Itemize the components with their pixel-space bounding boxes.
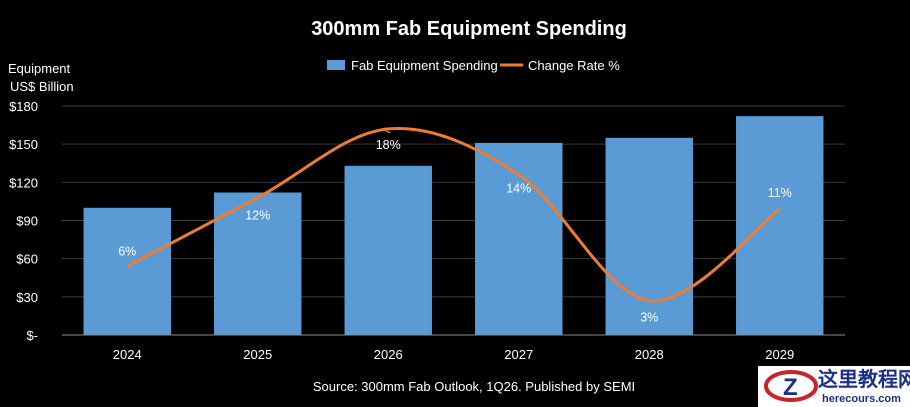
change-rate-label: 18% (376, 138, 401, 152)
data-label-leader (386, 130, 391, 134)
watermark-text-en: herecours.com (822, 393, 901, 405)
bar-2026 (344, 165, 432, 335)
watermark-logo-letter: Z (783, 374, 798, 401)
y-tick-label: $60 (16, 252, 38, 267)
change-rate-line (126, 126, 781, 303)
legend-bar-swatch (327, 60, 345, 70)
y-tick-label: $90 (16, 214, 38, 229)
watermark-text-cn: 这里教程网 (818, 367, 910, 391)
x-tick-label: 2025 (243, 347, 272, 362)
y-tick-label: $150 (9, 137, 38, 152)
x-tick-label: 2027 (504, 347, 533, 362)
legend-line-label: Change Rate % (528, 58, 620, 73)
y-tick-label: $180 (9, 99, 38, 114)
bar-2027 (475, 142, 563, 335)
change-rate-label: 12% (245, 209, 270, 223)
x-tick-label: 2026 (374, 347, 403, 362)
y-tick-label: $- (26, 328, 38, 343)
chart-title: 300mm Fab Equipment Spending (311, 18, 627, 40)
source-note: Source: 300mm Fab Outlook, 1Q26. Publish… (313, 379, 635, 394)
bar-2024 (83, 207, 171, 335)
x-tick-label: 2024 (113, 347, 142, 362)
change-rate-label: 14% (506, 182, 531, 196)
watermark: Z 这里教程网 herecours.com (758, 366, 910, 407)
legend-bar-label: Fab Equipment Spending (351, 58, 498, 73)
y-axis-label-line2: US$ Billion (10, 79, 74, 94)
x-tick-label: 2029 (765, 347, 794, 362)
change-rate-label: 6% (118, 244, 136, 258)
bar-2029 (736, 116, 824, 335)
bar-2025 (214, 192, 302, 335)
y-tick-label: $120 (9, 175, 38, 190)
y-tick-label: $30 (16, 290, 38, 305)
change-rate-label: 3% (640, 311, 658, 325)
x-tick-label: 2028 (635, 347, 664, 362)
y-axis-label-line1: Equipment (8, 61, 71, 76)
legend: Fab Equipment Spending Change Rate % (327, 58, 620, 73)
bar-2028 (605, 137, 693, 335)
watermark-logo-icon (764, 370, 818, 402)
change-rate-label: 11% (768, 186, 792, 200)
